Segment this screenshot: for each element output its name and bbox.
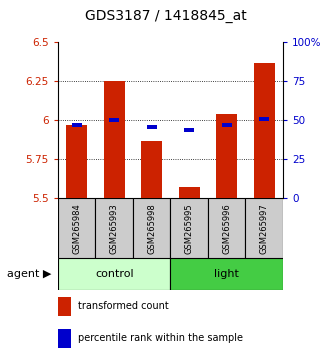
Bar <box>104 81 124 198</box>
Text: agent ▶: agent ▶ <box>7 269 51 279</box>
Bar <box>170 198 208 258</box>
Bar <box>216 114 237 198</box>
Text: light: light <box>214 269 239 279</box>
Bar <box>66 125 87 198</box>
Bar <box>184 128 194 132</box>
Bar <box>58 198 95 258</box>
Bar <box>170 258 283 290</box>
Text: GSM265993: GSM265993 <box>110 203 119 254</box>
Text: GSM265995: GSM265995 <box>185 203 194 254</box>
Bar <box>208 198 246 258</box>
Text: GSM265997: GSM265997 <box>260 203 269 254</box>
Bar <box>179 187 200 198</box>
Bar <box>133 198 170 258</box>
Bar <box>141 141 162 198</box>
Text: GSM265984: GSM265984 <box>72 203 81 254</box>
Bar <box>95 198 133 258</box>
Text: transformed count: transformed count <box>78 301 169 311</box>
Bar <box>246 198 283 258</box>
Bar <box>58 258 170 290</box>
Text: GSM265998: GSM265998 <box>147 203 156 254</box>
Text: control: control <box>95 269 133 279</box>
Text: percentile rank within the sample: percentile rank within the sample <box>78 333 243 343</box>
Bar <box>109 118 119 122</box>
Text: GSM265996: GSM265996 <box>222 203 231 254</box>
Bar <box>254 63 274 198</box>
Text: GDS3187 / 1418845_at: GDS3187 / 1418845_at <box>85 9 246 23</box>
Bar <box>58 297 71 316</box>
Bar <box>147 125 157 129</box>
Bar <box>260 117 269 121</box>
Bar <box>58 329 71 348</box>
Bar <box>72 123 81 127</box>
Bar <box>222 123 232 127</box>
